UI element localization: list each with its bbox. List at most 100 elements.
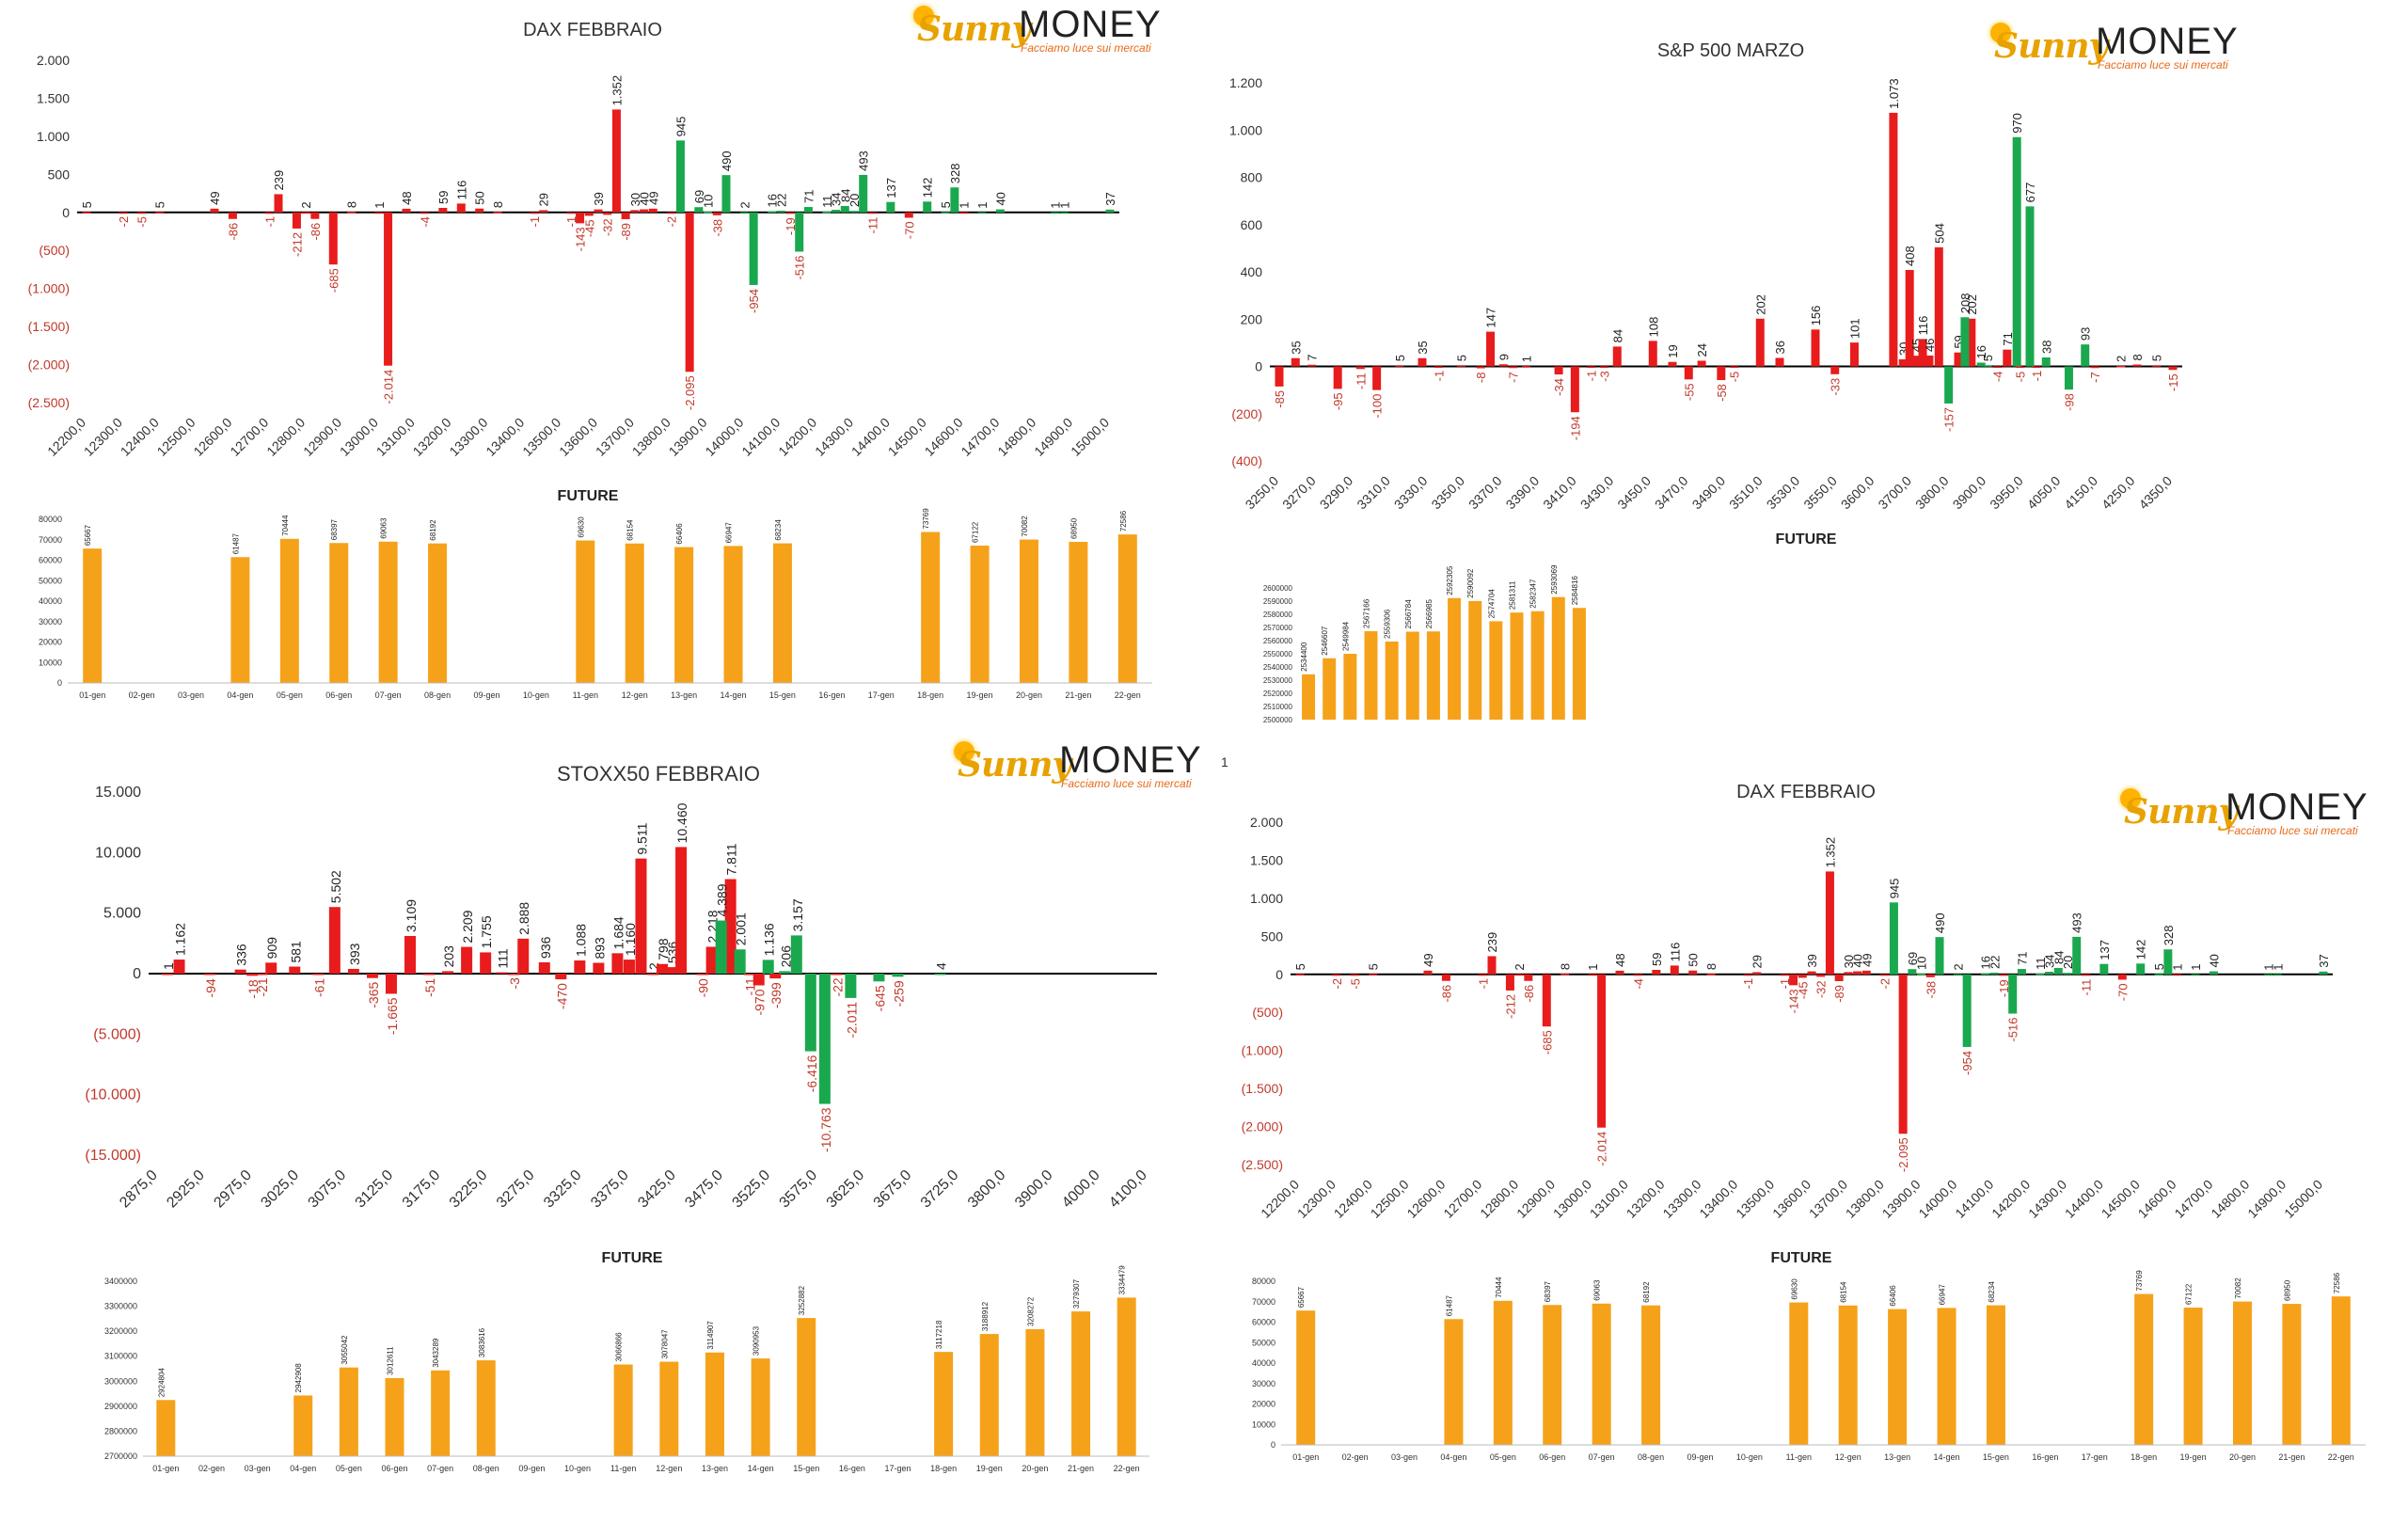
y-tick-label: 0 — [1255, 359, 1262, 374]
x-tick-label: 12500,0 — [1368, 1177, 1412, 1221]
future-bar-label: 68234 — [774, 519, 783, 541]
bar — [1925, 974, 1935, 977]
bar — [539, 210, 548, 213]
bar-label: -33 — [1829, 378, 1843, 396]
bar — [246, 974, 259, 976]
bar — [995, 209, 1005, 213]
bar — [1989, 972, 1999, 975]
options-chart-sp500: S&P 500 MARZO 1.200 1.000 800 600 400 200 0 (200… — [1229, 40, 2182, 724]
x-tick-label: 12800,0 — [1477, 1177, 1521, 1221]
bar — [621, 212, 630, 219]
bar — [859, 174, 868, 213]
bar-label: 5 — [1367, 963, 1381, 970]
bar — [1369, 974, 1378, 976]
future-date-label: 17-gen — [868, 690, 895, 700]
sun-icon — [1990, 23, 2011, 43]
bar — [1295, 974, 1305, 976]
bar — [2081, 974, 2090, 976]
future-date-label: 09-gen — [473, 690, 499, 700]
bar-label: -516 — [2006, 1018, 2020, 1042]
y-tick-label: 15.000 — [95, 785, 141, 801]
bar-label: 49 — [1860, 953, 1874, 966]
logo-brand1: Sunny — [958, 745, 1071, 785]
bar-label: 1.352 — [610, 75, 624, 106]
future-bar — [1572, 608, 1586, 720]
future-bar-label: 3252882 — [798, 1285, 806, 1315]
x-tick-label: 13500,0 — [519, 415, 563, 459]
bar-label: 35 — [1416, 341, 1430, 354]
bar-label: -1 — [564, 216, 578, 228]
bar — [2036, 973, 2045, 976]
future-bar-label: 68192 — [429, 519, 437, 541]
future-date-label: 01-gen — [1292, 1452, 1319, 1462]
bar-label: 116 — [1916, 316, 1930, 336]
x-tick-label: 12400,0 — [118, 415, 162, 459]
bar — [2063, 973, 2072, 975]
x-tick-label: 14300,0 — [2025, 1177, 2069, 1221]
bar-label: 5 — [1393, 355, 1407, 361]
x-tick-label: 3310,0 — [1354, 473, 1393, 513]
future-title: FUTURE — [558, 488, 619, 504]
bar-label: -100 — [1370, 394, 1385, 419]
future-bar — [1937, 1308, 1956, 1445]
bar-label: -58 — [1715, 384, 1729, 402]
bar — [374, 212, 384, 214]
bar-label: -32 — [1814, 980, 1829, 998]
bar-label: 11 — [820, 195, 834, 208]
bar — [2209, 971, 2218, 975]
bar — [1560, 974, 1570, 976]
bar — [1505, 974, 1514, 991]
x-tick-label: 14600,0 — [2135, 1177, 2179, 1221]
stray-mark: 1 — [1221, 754, 1228, 769]
y-tick-label: 500 — [48, 167, 71, 182]
future-date-label: 16-gen — [2032, 1452, 2058, 1462]
future-bar-label: 70444 — [281, 515, 290, 536]
y-tick-label: 0 — [133, 966, 141, 982]
bar — [734, 949, 746, 974]
bar — [1911, 356, 1921, 367]
x-tick-label: 13400,0 — [1696, 1177, 1740, 1221]
y-tick-label: 2.000 — [1250, 815, 1283, 830]
bar-label: -45 — [582, 219, 596, 237]
bar-label: -143 — [1787, 989, 1801, 1013]
bar — [2264, 974, 2273, 976]
future-date-label: 09-gen — [518, 1464, 545, 1473]
future-bar-label: 70444 — [1495, 1277, 1503, 1298]
future-date-label: 22-gen — [2328, 1452, 2354, 1462]
bar — [1051, 212, 1060, 214]
x-tick-label: 13600,0 — [1769, 1177, 1814, 1221]
future-date-label: 13-gen — [671, 690, 697, 700]
x-tick-label: 12200,0 — [1258, 1177, 1302, 1221]
bar-label: 29 — [537, 193, 551, 206]
bar — [1355, 366, 1365, 370]
future-bar — [1489, 621, 1503, 720]
bar — [1853, 971, 1862, 975]
bar — [611, 953, 624, 974]
future-bar-label: 73769 — [2135, 1270, 2144, 1292]
bar — [1730, 366, 1739, 368]
bar-label: 945 — [673, 117, 688, 137]
bar — [1811, 329, 1820, 367]
bar-label: 677 — [2023, 182, 2037, 203]
x-tick-label: 2925,0 — [164, 1167, 208, 1212]
bar — [1918, 339, 1927, 367]
bar-label: 3.109 — [404, 899, 419, 932]
future-date-label: 07-gen — [1589, 1452, 1615, 1462]
bar-label: 203 — [441, 945, 456, 968]
bar — [873, 974, 885, 982]
future-date-label: 15-gen — [769, 690, 796, 700]
future-bar — [1385, 641, 1399, 720]
future-date-label: 12-gen — [622, 690, 648, 700]
sun-icon — [2120, 788, 2141, 809]
y-tick-label: 5.000 — [103, 906, 141, 922]
bar-label: 8 — [491, 201, 505, 208]
bar-label: -1.665 — [385, 997, 400, 1035]
bar — [1524, 974, 1533, 981]
bar — [977, 212, 987, 214]
future-y-tick: 2530000 — [1263, 676, 1293, 685]
x-tick-label: 3525,0 — [729, 1167, 773, 1212]
x-tick-label: 12300,0 — [1294, 1177, 1339, 1221]
future-bar — [1468, 600, 1482, 720]
future-bar — [1364, 630, 1378, 720]
bar-label: 49 — [1421, 953, 1435, 966]
